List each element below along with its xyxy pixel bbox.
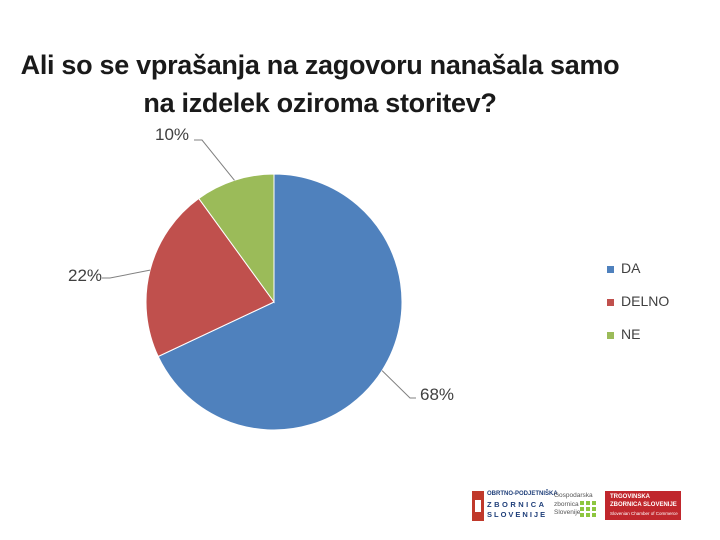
gzs-grid-icon bbox=[580, 501, 596, 517]
leader-line-delno bbox=[102, 269, 151, 279]
ozs-logo-line-3: SLOVENIJE bbox=[487, 510, 548, 519]
gzs-logo: Gospodarska zbornica Slovenije bbox=[552, 491, 598, 521]
leader-line-ne bbox=[194, 139, 235, 181]
chart-legend: DA DELNO NE bbox=[607, 260, 669, 342]
data-label-da: 68% bbox=[420, 385, 454, 404]
ozs-logo-line-1: OBRTNO-PODJETNIŠKA bbox=[487, 491, 558, 497]
slide-title-line-1: Ali so se vprašanja na zagovoru nanašala… bbox=[20, 50, 620, 80]
leader-lines bbox=[102, 139, 416, 399]
leader-line-da bbox=[381, 370, 416, 399]
pie-slice-ne bbox=[198, 173, 275, 304]
tzs-logo: TRGOVINSKA ZBORNICA SLOVENIJE Slovenian … bbox=[605, 491, 681, 520]
legend-swatch-delno bbox=[607, 299, 614, 306]
legend-label-da: DA bbox=[621, 260, 641, 276]
tzs-logo-line-3: Slovenian Chamber of Commerce bbox=[610, 511, 678, 516]
pie-slice-da bbox=[157, 173, 403, 431]
data-label-ne: 10% bbox=[155, 125, 189, 144]
legend-label-delno: DELNO bbox=[621, 293, 669, 309]
legend-swatch-da bbox=[607, 266, 614, 273]
gzs-logo-text: Gospodarska zbornica Slovenije bbox=[554, 492, 593, 516]
ozs-logo: OBRTNO-PODJETNIŠKA ZBORNICA SLOVENIJE bbox=[472, 491, 558, 521]
pie-slice-delno bbox=[145, 197, 275, 358]
tzs-logo-line-2: ZBORNICA SLOVENIJE bbox=[610, 502, 677, 508]
tzs-logo-line-1: TRGOVINSKA bbox=[610, 494, 651, 500]
legend-swatch-ne bbox=[607, 332, 614, 339]
ozs-logo-icon bbox=[472, 491, 484, 521]
slide-title-line-2: na izdelek oziroma storitev? bbox=[143, 88, 497, 118]
data-labels: 68% 22% 10% bbox=[68, 125, 454, 404]
pie-slices bbox=[145, 173, 403, 431]
ozs-logo-line-2: ZBORNICA bbox=[487, 500, 547, 509]
legend-label-ne: NE bbox=[621, 326, 640, 342]
data-label-delno: 22% bbox=[68, 266, 102, 285]
